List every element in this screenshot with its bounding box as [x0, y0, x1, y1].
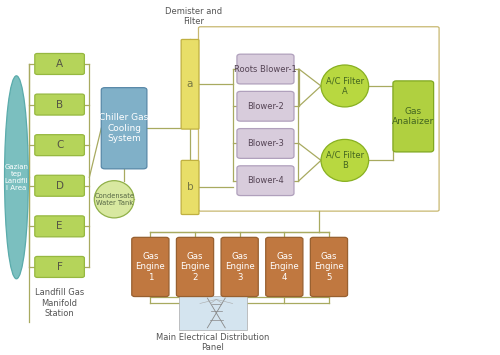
- FancyBboxPatch shape: [176, 237, 214, 296]
- Text: Blower-3: Blower-3: [247, 139, 284, 148]
- FancyBboxPatch shape: [35, 175, 84, 196]
- Text: B: B: [56, 99, 63, 110]
- Text: Gas
Analaizer: Gas Analaizer: [392, 107, 434, 126]
- Text: Gazian
tep
Landfil
l Area: Gazian tep Landfil l Area: [4, 164, 28, 191]
- Text: b: b: [186, 182, 194, 192]
- Ellipse shape: [321, 65, 368, 107]
- Text: Gas
Engine
2: Gas Engine 2: [180, 252, 210, 282]
- Text: F: F: [56, 262, 62, 272]
- FancyBboxPatch shape: [35, 216, 84, 237]
- FancyBboxPatch shape: [237, 54, 294, 84]
- FancyBboxPatch shape: [102, 88, 147, 169]
- Text: Gas
Engine
1: Gas Engine 1: [136, 252, 165, 282]
- Text: A/C Filter
B: A/C Filter B: [326, 151, 364, 170]
- FancyBboxPatch shape: [35, 256, 84, 278]
- Text: C: C: [56, 140, 64, 150]
- FancyBboxPatch shape: [132, 237, 169, 296]
- Text: Chiller Gas
Cooling
System: Chiller Gas Cooling System: [100, 113, 148, 143]
- Text: Landfill Gas
Manifold
Station: Landfill Gas Manifold Station: [35, 288, 84, 318]
- Text: D: D: [56, 181, 64, 191]
- Text: E: E: [56, 222, 63, 231]
- Text: a: a: [187, 79, 193, 89]
- Text: A: A: [56, 59, 63, 69]
- Text: Blower-2: Blower-2: [247, 102, 284, 111]
- FancyBboxPatch shape: [221, 237, 258, 296]
- FancyBboxPatch shape: [181, 39, 199, 129]
- FancyBboxPatch shape: [35, 94, 84, 115]
- Ellipse shape: [94, 181, 134, 218]
- Ellipse shape: [4, 76, 28, 279]
- Ellipse shape: [321, 140, 368, 181]
- Text: Roots Blower-1: Roots Blower-1: [234, 65, 297, 73]
- FancyBboxPatch shape: [35, 135, 84, 155]
- FancyBboxPatch shape: [393, 81, 434, 152]
- Text: Blower-4: Blower-4: [247, 176, 284, 185]
- Text: Gas
Engine
5: Gas Engine 5: [314, 252, 344, 282]
- FancyBboxPatch shape: [237, 166, 294, 196]
- FancyBboxPatch shape: [181, 160, 199, 214]
- FancyBboxPatch shape: [266, 237, 303, 296]
- FancyBboxPatch shape: [310, 237, 348, 296]
- FancyBboxPatch shape: [35, 54, 84, 75]
- FancyBboxPatch shape: [237, 91, 294, 121]
- Text: Condensate
Water Tank: Condensate Water Tank: [94, 193, 134, 206]
- FancyBboxPatch shape: [237, 129, 294, 158]
- Bar: [178, 296, 247, 329]
- Text: Main Electrical Distribution
Panel: Main Electrical Distribution Panel: [156, 333, 270, 352]
- Text: Gas
Engine
4: Gas Engine 4: [270, 252, 299, 282]
- Text: A/C Filter
A: A/C Filter A: [326, 76, 364, 95]
- Text: Gas
Engine
3: Gas Engine 3: [225, 252, 254, 282]
- Text: Demister and
Filter: Demister and Filter: [165, 7, 222, 26]
